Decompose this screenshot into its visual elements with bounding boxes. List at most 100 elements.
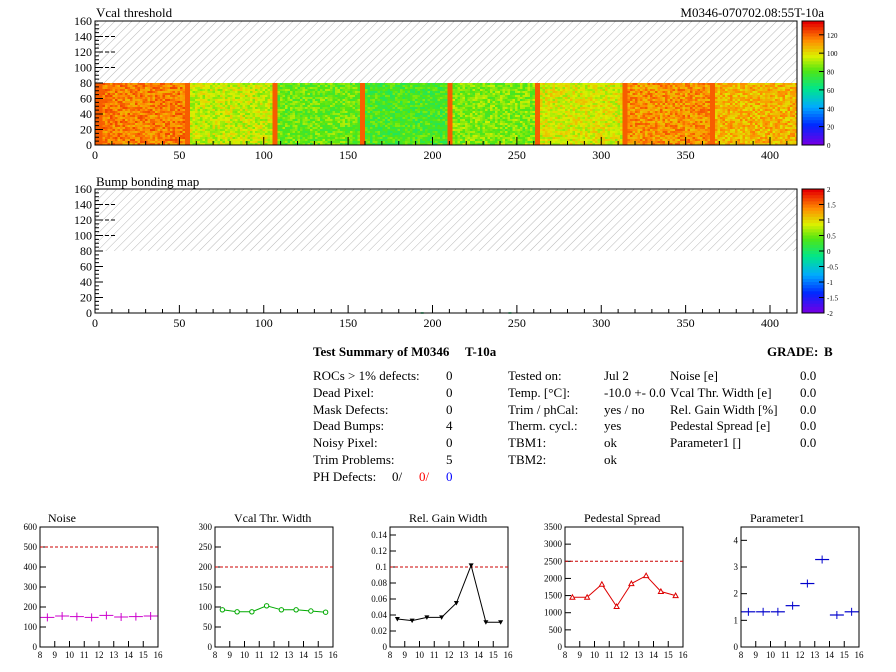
x-tick-label: 10 [65, 650, 75, 660]
color-scale-label: 2 [827, 186, 831, 194]
y-tick-label: 400 [24, 562, 38, 572]
y-tick-label: 4 [734, 535, 739, 545]
color-scale-label: 1.5 [827, 202, 836, 210]
summary-title: Test Summary of M0346 [313, 344, 450, 359]
color-scale-label: 0 [827, 142, 831, 150]
x-tick-label: 10 [415, 650, 425, 660]
chart-frame [389, 526, 509, 648]
y-tick-label: 0 [208, 642, 213, 652]
x-tick-label: 14 [825, 650, 835, 660]
x-tick-label: 15 [139, 650, 149, 660]
x-tick-label: 8 [38, 650, 43, 660]
summary-defect-value: 0 [446, 384, 453, 400]
chart-rel-gain-width: 0 0.02 0.04 0.06 0.08 0.1 0.12 0.14 8 9 10 11 12 13 14… [371, 526, 514, 660]
chart-frame [214, 526, 334, 648]
y-tick-label: 500 [549, 625, 563, 635]
color-scale-label: 0 [827, 248, 831, 256]
summary-width-label: Noise [e] [670, 368, 719, 383]
x-tick-label: 14 [474, 650, 484, 660]
data-point [234, 609, 240, 615]
y-tick-label: 500 [24, 542, 38, 552]
x-tick-label: 13 [459, 650, 469, 660]
y-tick-label: 0.14 [371, 530, 387, 540]
summary-width-label: Rel. Gain Width [%] [670, 401, 778, 417]
y-tick-label: 100 [74, 61, 92, 75]
x-tick-label: 50 [173, 148, 185, 162]
x-tick-label: 250 [508, 148, 526, 162]
y-tick-label: 3500 [544, 522, 563, 532]
x-tick-label: 150 [339, 316, 357, 330]
x-tick-label: 12 [95, 650, 104, 660]
summary-width-value: 0.0 [800, 384, 817, 400]
y-tick-label: 80 [80, 244, 92, 258]
y-tick-label: 1 [734, 615, 739, 625]
grade-label: GRADE: [767, 344, 819, 359]
summary-test-info-label: TBM2: [508, 452, 547, 467]
data-point [672, 592, 679, 599]
summary-defect-value: 0 [446, 401, 453, 417]
color-scale-label: 0.5 [827, 233, 836, 241]
x-tick-label: 10 [590, 650, 600, 660]
grade-value: B [824, 344, 833, 359]
summary-test-info-label: Temp. [°C]: [508, 384, 571, 400]
bump-bonding-map-title: Bump bonding map [96, 174, 200, 189]
data-point [642, 572, 650, 579]
summary-test-info-label: Therm. cycl.: [508, 418, 578, 434]
x-tick-label: 9 [228, 650, 233, 660]
x-tick-label: 16 [855, 650, 865, 660]
x-tick-label: 9 [754, 650, 759, 660]
summary-defect-label: Noisy Pixel: [313, 435, 378, 451]
chart-frame [39, 526, 159, 648]
x-tick-label: 16 [329, 650, 339, 660]
color-scale-label: -1 [827, 279, 833, 287]
color-scale-label: 1 [827, 217, 831, 225]
x-tick-label: 13 [810, 650, 820, 660]
summary-defect-value: 0 [446, 368, 453, 383]
x-tick-label: 12 [445, 650, 454, 660]
x-tick-label: 350 [677, 148, 695, 162]
y-tick-label: 20 [80, 291, 92, 305]
data-point [308, 608, 314, 614]
x-tick-label: 15 [314, 650, 324, 660]
x-tick-label: 16 [504, 650, 514, 660]
x-tick-label: 9 [578, 650, 583, 660]
summary-test-info-value: ok [604, 435, 617, 451]
summary-test-info-label: TBM1: [508, 435, 547, 451]
summary-test-info-value: ok [604, 452, 617, 467]
chart-title: Noise [48, 511, 76, 525]
x-tick-label: 9 [53, 650, 58, 660]
y-tick-label: 100 [24, 622, 38, 632]
chart-noise: 0 100 200 300 400 500 600 8 9 10 11 12 13 14 15 16 [24, 522, 164, 660]
chart-title: Pedestal Spread [584, 511, 661, 525]
x-tick-label: 16 [679, 650, 689, 660]
y-tick-label: 3 [734, 562, 739, 572]
unused-region-hatch [95, 189, 797, 251]
chart-title: Vcal Thr. Width [234, 511, 312, 525]
summary-tag: T-10a [465, 344, 497, 359]
color-scale-label: 80 [827, 69, 835, 77]
data-point [498, 620, 504, 625]
color-scale-label: 120 [827, 32, 838, 40]
series-line [572, 575, 676, 608]
summary-width-value: 0.0 [800, 401, 817, 417]
data-point [219, 607, 226, 613]
y-tick-label: 0.12 [371, 546, 387, 556]
summary-test-info-value: -10.0 +- 0.0 [604, 384, 666, 400]
y-tick-label: 150 [199, 582, 213, 592]
x-tick-label: 300 [592, 148, 610, 162]
x-tick-label: 8 [563, 650, 568, 660]
summary-test-info-label: Trim / phCal: [508, 401, 579, 417]
color-scale-label: -0.5 [827, 264, 839, 272]
y-tick-label: 0 [734, 642, 739, 652]
y-tick-label: 50 [203, 622, 213, 632]
y-tick-label: 160 [74, 182, 92, 196]
data-point [409, 618, 415, 624]
x-tick-label: 13 [634, 650, 644, 660]
summary-test-info-label: Tested on: [508, 368, 562, 383]
summary-width-label: Vcal Thr. Width [e] [670, 384, 772, 400]
data-point [598, 580, 606, 587]
y-tick-label: 40 [80, 107, 92, 121]
x-tick-label: 8 [213, 650, 218, 660]
series-line [397, 563, 501, 623]
y-tick-label: 40 [80, 275, 92, 289]
